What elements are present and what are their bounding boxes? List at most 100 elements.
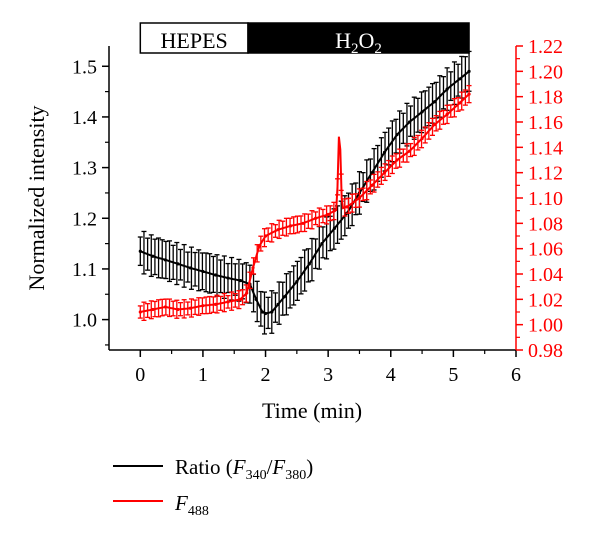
- data-point: [314, 216, 318, 220]
- data-point: [270, 310, 274, 314]
- y-right-tick-label: 1.14: [528, 137, 563, 159]
- data-point: [407, 149, 412, 153]
- x-axis-label: Time (min): [262, 398, 362, 423]
- h2o2-label: H2O2: [335, 28, 382, 57]
- y-ticks-left: 1.0 1.1 1.2 1.3 1.4 1.5: [72, 56, 109, 346]
- series-line: [140, 93, 470, 313]
- series-line: [139, 70, 470, 315]
- data-point: [420, 110, 424, 114]
- data-point: [332, 209, 337, 213]
- data-point: [254, 297, 258, 301]
- data-point: [188, 306, 192, 310]
- data-point: [213, 273, 218, 277]
- hepes-segment: [139, 22, 249, 54]
- y-right-tick-label: 1.12: [528, 163, 563, 185]
- x-ticks: 0 1 2 3 4 5 6: [135, 350, 521, 386]
- data-point: [163, 305, 167, 309]
- data-point: [238, 297, 243, 301]
- data-point: [382, 150, 387, 154]
- data-point: [188, 266, 192, 270]
- series-f488: [137, 84, 472, 322]
- data-point: [276, 302, 280, 306]
- data-point: [163, 258, 167, 262]
- data-point: [260, 310, 265, 314]
- x-tick-label: 6: [511, 364, 521, 386]
- data-point: [226, 276, 230, 280]
- data-point: [263, 311, 268, 316]
- y-left-tick-label: 1.0: [72, 310, 97, 332]
- y-right-tick-label: 1.02: [528, 289, 563, 311]
- data-point: [370, 183, 374, 187]
- data-point: [467, 69, 471, 73]
- data-point: [176, 307, 180, 312]
- data-point: [288, 224, 293, 228]
- y-left-tick-label: 1.3: [72, 158, 97, 180]
- y-axis-label-left: Normalized intensity: [24, 105, 49, 290]
- y-left-tick-label: 1.4: [72, 107, 97, 129]
- y-right-tick-label: 1.16: [528, 112, 563, 134]
- data-point: [226, 300, 230, 304]
- data-point: [370, 171, 374, 175]
- y-right-tick-label: 1.18: [528, 87, 563, 109]
- data-point: [407, 120, 412, 124]
- data-point: [433, 122, 437, 127]
- data-point: [201, 304, 205, 308]
- y-ticks-right: 0.98 1.00 1.02 1.04 1.06 1.08 1.10 1.12 1.14 1.16…: [516, 36, 563, 362]
- series-layer: [137, 50, 472, 335]
- y-left-tick-label: 1.2: [72, 208, 97, 230]
- data-point: [176, 262, 180, 266]
- y-right-tick-label: 0.98: [528, 340, 563, 362]
- data-point: [257, 244, 261, 248]
- data-point: [382, 171, 387, 175]
- data-point: [345, 205, 349, 209]
- y-right-tick-label: 1.06: [528, 239, 563, 261]
- x-tick-label: 4: [386, 364, 396, 386]
- hepes-label: HEPES: [161, 28, 228, 53]
- y-right-tick-label: 1.08: [528, 213, 563, 235]
- legend-label-ratio: Ratio (F340/F380): [175, 455, 313, 483]
- data-point: [458, 77, 462, 81]
- data-point: [307, 262, 311, 266]
- data-point: [458, 101, 462, 105]
- condition-bar: HEPES H2O2: [139, 22, 470, 57]
- x-tick-label: 2: [261, 364, 271, 386]
- x-tick-label: 3: [323, 364, 333, 386]
- data-point: [151, 254, 155, 258]
- legend: Ratio (F340/F380) F488: [113, 455, 313, 519]
- data-point: [420, 136, 424, 141]
- data-point: [326, 212, 330, 217]
- y-right-tick-label: 1.04: [528, 264, 563, 286]
- data-point: [395, 133, 399, 137]
- y-right-tick-label: 1.10: [528, 188, 563, 210]
- data-point: [332, 226, 337, 230]
- y-left-tick-label: 1.1: [72, 259, 97, 281]
- x-tick-label: 0: [135, 364, 145, 386]
- legend-label-f488: F488: [174, 491, 209, 519]
- data-point: [445, 112, 449, 116]
- data-point: [138, 249, 142, 253]
- data-point: [320, 242, 324, 246]
- data-point: [301, 221, 305, 225]
- data-point: [295, 280, 299, 284]
- x-tick-label: 1: [198, 364, 208, 386]
- data-point: [433, 100, 437, 104]
- data-point: [282, 295, 286, 299]
- data-point: [138, 310, 142, 314]
- data-point: [276, 228, 280, 232]
- data-point: [467, 92, 471, 96]
- series-ratio: [137, 50, 472, 335]
- data-point: [395, 158, 399, 162]
- data-point: [201, 269, 205, 274]
- data-point: [445, 87, 449, 91]
- data-point: [357, 196, 362, 200]
- x-tick-label: 5: [448, 364, 458, 386]
- y-right-tick-label: 1.00: [528, 315, 563, 337]
- data-point: [245, 291, 249, 295]
- h2o2-segment: [247, 22, 470, 54]
- y-left-tick-label: 1.5: [72, 56, 97, 78]
- data-point: [238, 278, 243, 283]
- data-point: [251, 266, 255, 270]
- data-point: [213, 302, 218, 306]
- y-right-tick-label: 1.22: [528, 36, 563, 58]
